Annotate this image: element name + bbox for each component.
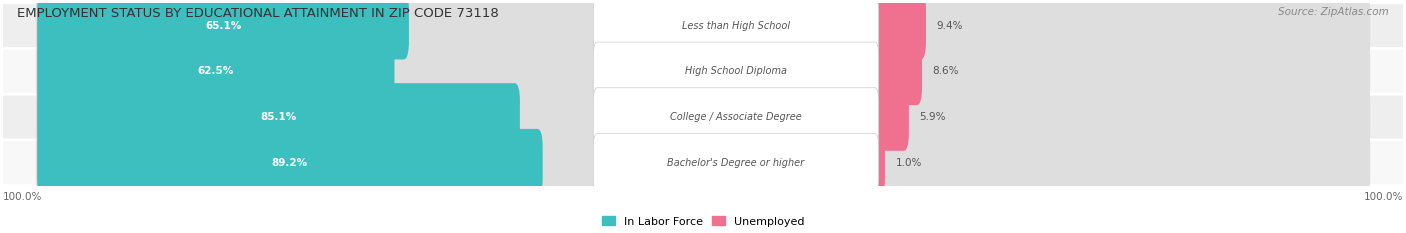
FancyBboxPatch shape [869,0,927,59]
FancyBboxPatch shape [37,83,520,151]
FancyBboxPatch shape [869,83,908,151]
FancyBboxPatch shape [35,0,1371,64]
Legend: In Labor Force, Unemployed: In Labor Force, Unemployed [598,212,808,231]
Text: College / Associate Degree: College / Associate Degree [671,112,801,122]
FancyBboxPatch shape [869,38,922,105]
Text: 5.9%: 5.9% [920,112,946,122]
Text: Source: ZipAtlas.com: Source: ZipAtlas.com [1278,7,1389,17]
Text: 85.1%: 85.1% [260,112,297,122]
Text: 9.4%: 9.4% [936,21,963,31]
Text: 100.0%: 100.0% [3,192,42,202]
Text: 62.5%: 62.5% [198,66,233,76]
FancyBboxPatch shape [3,4,1403,47]
FancyBboxPatch shape [35,79,1371,155]
FancyBboxPatch shape [593,0,879,55]
Text: 89.2%: 89.2% [271,158,308,168]
Text: 1.0%: 1.0% [896,158,922,168]
FancyBboxPatch shape [3,141,1403,184]
FancyBboxPatch shape [35,33,1371,110]
Text: Bachelor's Degree or higher: Bachelor's Degree or higher [668,158,804,168]
FancyBboxPatch shape [3,50,1403,93]
Text: 65.1%: 65.1% [205,21,242,31]
FancyBboxPatch shape [35,124,1371,201]
Text: 8.6%: 8.6% [932,66,959,76]
Text: Less than High School: Less than High School [682,21,790,31]
FancyBboxPatch shape [593,134,879,192]
Text: 100.0%: 100.0% [1364,192,1403,202]
Text: High School Diploma: High School Diploma [685,66,787,76]
FancyBboxPatch shape [869,129,884,196]
FancyBboxPatch shape [593,42,879,101]
FancyBboxPatch shape [37,0,409,59]
FancyBboxPatch shape [37,129,543,196]
FancyBboxPatch shape [37,38,395,105]
FancyBboxPatch shape [593,88,879,146]
Text: EMPLOYMENT STATUS BY EDUCATIONAL ATTAINMENT IN ZIP CODE 73118: EMPLOYMENT STATUS BY EDUCATIONAL ATTAINM… [17,7,499,20]
FancyBboxPatch shape [3,96,1403,138]
